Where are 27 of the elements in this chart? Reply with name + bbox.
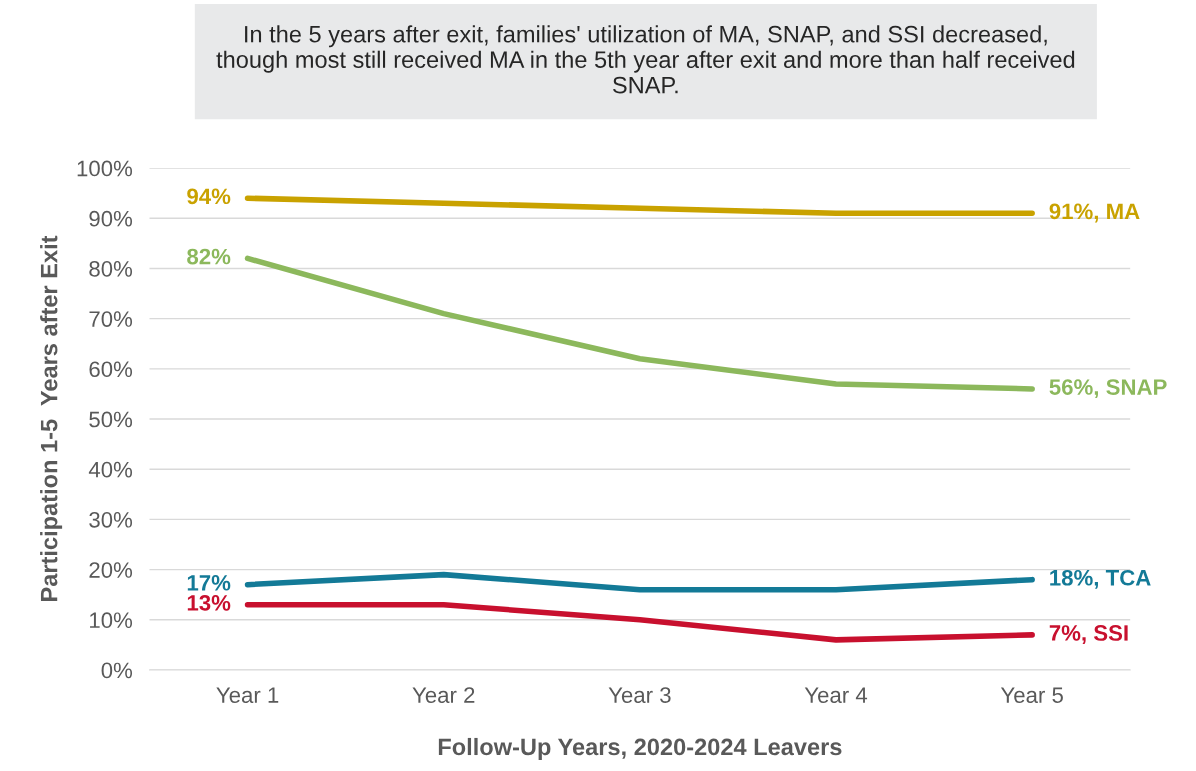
- data-label: 82%: [187, 248, 231, 265]
- data-label: 56%, SNAP: [1049, 379, 1167, 399]
- y-tick-label: 70%: [89, 311, 133, 327]
- x-axis-title: Follow-Up Years, 2020-2024 Leavers: [438, 737, 842, 760]
- x-tick-label: Year 4: [804, 687, 868, 703]
- data-label: 91%, MA: [1049, 203, 1140, 223]
- y-tick-label: 50%: [89, 411, 133, 428]
- y-tick-label: 40%: [88, 461, 133, 478]
- x-tick-label: Year 3: [608, 687, 671, 703]
- data-label: 17%: [187, 574, 231, 591]
- y-tick-label: 30%: [89, 511, 133, 528]
- data-label: 18%, TCA: [1050, 569, 1151, 589]
- data-label: 13%: [187, 594, 231, 611]
- y-axis-title: Participation 1-5 Years after Exit: [40, 235, 63, 601]
- x-tick-label: Year 1: [216, 687, 279, 703]
- data-label: 7%, SSI: [1049, 625, 1128, 645]
- y-tick-label: 20%: [89, 562, 133, 578]
- x-tick-label: Year 2: [412, 687, 475, 703]
- y-tick-label: 90%: [89, 210, 133, 227]
- y-tick-label: 0%: [101, 662, 133, 679]
- y-tick-label: 10%: [90, 612, 133, 629]
- data-label: 94%: [187, 188, 231, 205]
- chart-title: In the 5 years after exit, families' utilization of MA, SNAP, and SSI decreased, though most still received MA in the 5th year after exit and more than half received SNAP.: [216, 25, 1075, 94]
- x-tick-label: Year 5: [1000, 687, 1063, 703]
- y-tick-label: 100%: [77, 160, 133, 177]
- y-tick-label: 80%: [89, 261, 133, 277]
- y-tick-label: 60%: [89, 361, 133, 378]
